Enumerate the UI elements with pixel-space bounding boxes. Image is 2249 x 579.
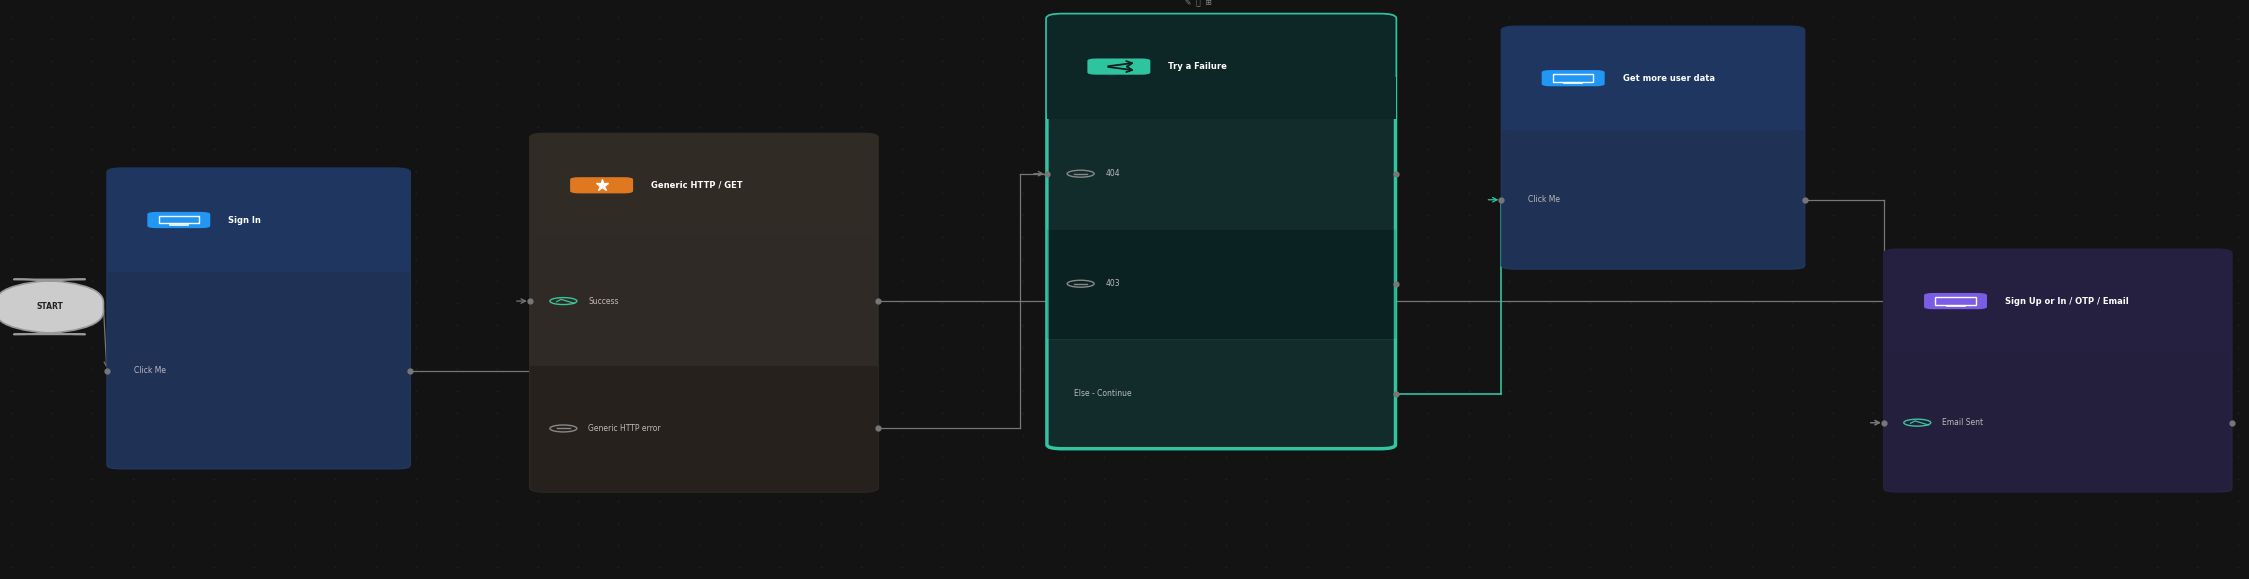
FancyBboxPatch shape [531, 133, 877, 237]
Text: Generic HTTP / GET: Generic HTTP / GET [652, 181, 742, 190]
Bar [1502, 130, 1804, 269]
Bar [108, 272, 409, 469]
Bar [1885, 312, 2231, 353]
FancyBboxPatch shape [1046, 14, 1394, 119]
Text: Email Sent: Email Sent [1943, 418, 1984, 427]
Bar [1552, 74, 1592, 82]
FancyBboxPatch shape [0, 280, 103, 335]
Text: START: START [36, 302, 63, 312]
FancyBboxPatch shape [1502, 26, 1804, 269]
FancyBboxPatch shape [1885, 249, 2231, 492]
FancyBboxPatch shape [571, 177, 634, 193]
Bar [531, 196, 877, 237]
Text: Generic HTTP error: Generic HTTP error [589, 424, 661, 433]
FancyBboxPatch shape [531, 133, 877, 492]
Bar [1502, 89, 1804, 130]
FancyBboxPatch shape [1885, 249, 2231, 353]
FancyBboxPatch shape [148, 212, 211, 228]
Bar [1046, 119, 1394, 229]
FancyBboxPatch shape [108, 168, 409, 469]
Bar [157, 216, 200, 223]
FancyBboxPatch shape [108, 168, 409, 272]
FancyBboxPatch shape [1089, 58, 1151, 75]
Text: Else - Continue: Else - Continue [1075, 389, 1131, 398]
Text: Try a Failure: Try a Failure [1169, 62, 1228, 71]
Text: 404: 404 [1107, 169, 1120, 178]
Bar [1885, 353, 2231, 492]
Bar [531, 237, 877, 365]
FancyBboxPatch shape [1925, 293, 1988, 309]
FancyBboxPatch shape [1046, 14, 1394, 449]
Bar [1046, 77, 1394, 119]
Text: Sign Up or In / OTP / Email: Sign Up or In / OTP / Email [2006, 296, 2130, 306]
FancyBboxPatch shape [1543, 70, 1606, 86]
Text: Success: Success [589, 296, 618, 306]
Bar [1046, 339, 1394, 449]
Bar [531, 365, 877, 492]
Text: ✎  ⎘  ⊞: ✎ ⎘ ⊞ [1185, 0, 1212, 8]
Text: Sign In: Sign In [229, 215, 261, 225]
Text: Click Me: Click Me [1529, 195, 1561, 204]
Text: Get more user data: Get more user data [1624, 74, 1714, 83]
FancyBboxPatch shape [1502, 26, 1804, 130]
Text: Click Me: Click Me [133, 366, 166, 375]
Bar [108, 230, 409, 272]
Text: 403: 403 [1107, 279, 1120, 288]
Bar [1046, 229, 1394, 339]
Bar [1934, 297, 1975, 305]
